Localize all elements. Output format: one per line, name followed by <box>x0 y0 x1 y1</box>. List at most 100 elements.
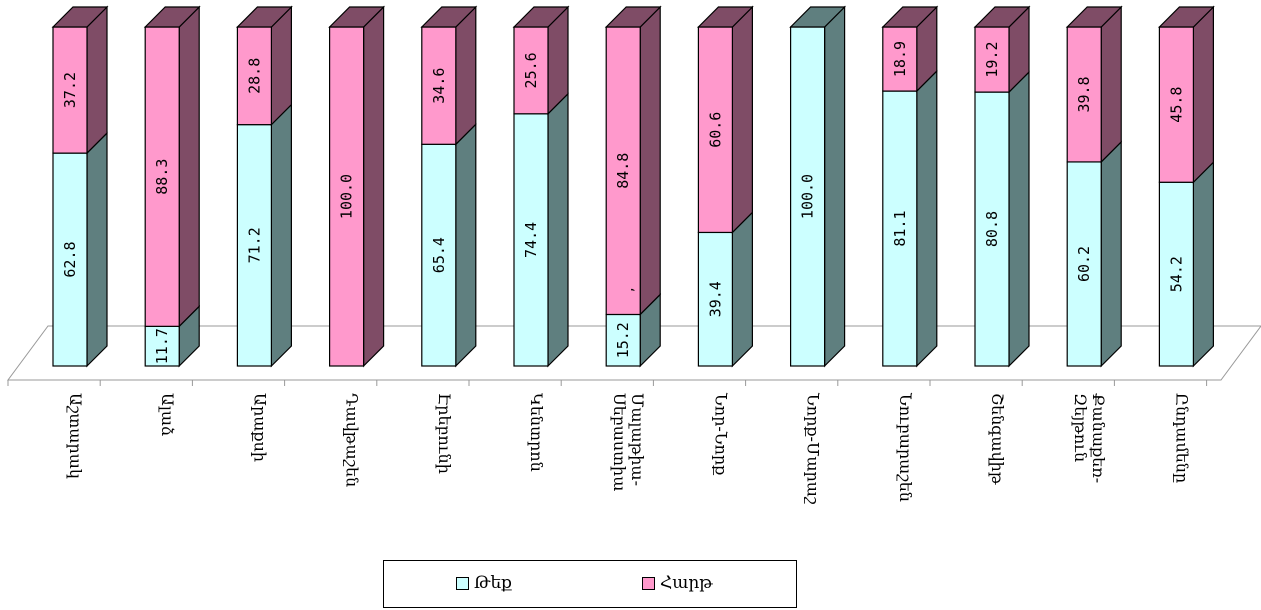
legend-item-series-1: Թեք <box>456 573 512 593</box>
legend-swatch-series-1 <box>456 576 469 590</box>
data-label: 60.2 <box>1075 246 1093 282</box>
stacked-bar-chart: 62.8 37.2 Աշտարակ 11.7 88.3 Ալաձ 71.2 28.8 Արաքս… <box>7 5 1261 504</box>
bar-segment-hart <box>1065 5 1123 164</box>
legend-label-series-1: Թեք <box>474 573 512 593</box>
bar-side-face <box>916 69 938 368</box>
bar-top-face <box>1157 6 1215 28</box>
bar-side-face <box>455 5 477 146</box>
bar-segment-hart <box>973 5 1031 94</box>
legend-swatch-series-2 <box>642 576 655 590</box>
x-tick-label: Աշտարակ <box>66 393 85 479</box>
bar-segment-hart <box>512 5 570 116</box>
data-label: 62.8 <box>61 241 79 277</box>
data-label: 25.6 <box>522 52 540 88</box>
data-label: 19.2 <box>983 41 1001 77</box>
bar-segment-hart <box>143 5 201 328</box>
bar-segment-tek <box>236 103 292 368</box>
bar-front-face <box>421 26 457 145</box>
chart-legend: Թեք Հարթ <box>383 560 797 608</box>
bar-front-face <box>974 91 1010 367</box>
data-label: 28.8 <box>245 58 263 94</box>
bar-segment-tek <box>144 304 200 368</box>
data-label: 65.4 <box>430 237 448 273</box>
bar-side-face <box>731 210 754 368</box>
bar-top-face <box>235 6 293 28</box>
data-label: 45.8 <box>1167 87 1185 123</box>
x-tick-label: Քանաքեռ-Զեյթուն <box>1071 393 1108 483</box>
bar-front-face <box>52 26 88 154</box>
bar-segment-hart <box>328 5 386 368</box>
bar-segment-tek <box>421 122 477 368</box>
bar-front-face <box>1066 161 1102 367</box>
bar-segment-hart <box>881 5 939 93</box>
data-label: 100.0 <box>338 174 356 219</box>
bar-front-face <box>1158 26 1195 183</box>
data-label: 54.2 <box>1167 256 1185 292</box>
x-tick-label: Դավթաշեն <box>343 393 362 487</box>
chart-floor <box>7 325 1261 381</box>
data-label: 18.9 <box>891 41 909 77</box>
bar-segment-tek <box>1066 140 1122 368</box>
bar-segment-hart <box>420 5 478 146</box>
bar-front-face <box>882 90 918 367</box>
bar-side-face <box>86 131 108 368</box>
bar-side-face <box>639 5 661 316</box>
bar-top-face <box>51 6 109 28</box>
data-label: 80.8 <box>983 211 1001 247</box>
bar-top-face <box>420 6 478 28</box>
legend-item-series-2: Հարթ <box>642 573 713 593</box>
bar-side-face <box>270 103 292 368</box>
data-label: 39.4 <box>706 281 724 317</box>
data-label: 15.2 <box>614 322 632 358</box>
bar-front-face <box>329 26 365 367</box>
bar-segment-hart <box>235 5 293 127</box>
bar-segment-tek <box>789 5 847 368</box>
x-tick-label: Էրեբունի <box>435 393 454 474</box>
bar-top-face <box>328 6 386 28</box>
bar-side-face <box>547 92 569 368</box>
bar-segment-hart <box>604 5 662 316</box>
data-label: 88.3 <box>153 159 171 195</box>
x-tick-label: Մալաթիա-Սեբաստիա <box>610 393 647 491</box>
bar-side-face <box>1192 5 1215 184</box>
bar-front-face <box>144 26 180 327</box>
bar-segment-tek <box>882 69 938 368</box>
bar-front-face <box>697 231 734 367</box>
bar-side-face <box>1100 140 1122 368</box>
data-label: 11.7 <box>153 328 171 364</box>
data-label: 34.6 <box>430 68 448 104</box>
bar-segment-tek <box>697 210 754 368</box>
data-label: 39.8 <box>1075 76 1093 112</box>
x-tick-label: Արաքսի <box>250 393 269 462</box>
bar-front-face <box>1158 181 1195 367</box>
bar-front-face <box>421 143 457 367</box>
bar-segment-tek <box>974 70 1030 368</box>
bar-top-face <box>604 6 662 28</box>
legend-label-series-2: Հարթ <box>660 573 713 593</box>
bar-top-face <box>881 6 939 28</box>
data-label: 81.1 <box>891 210 909 246</box>
bar-side-face <box>1192 160 1215 368</box>
x-tick-label: Ալաձ <box>158 393 177 436</box>
bar-top-face <box>1065 6 1123 28</box>
data-label: 71.2 <box>245 227 263 263</box>
x-tick-label: Ընդամենը <box>1172 393 1191 483</box>
bar-front-face <box>52 152 88 367</box>
bar-top-face <box>143 6 201 28</box>
bar-segment-tek <box>1158 160 1215 368</box>
bar-segment-tek <box>605 293 661 368</box>
bar-side-face <box>455 122 477 368</box>
bar-segment-hart <box>51 5 109 155</box>
bar-top-face <box>973 6 1031 28</box>
bar-side-face <box>823 5 846 368</box>
bar-side-face <box>1008 70 1030 368</box>
bar-segment-tek <box>52 131 108 368</box>
data-label: 74.4 <box>522 222 540 258</box>
stray-mark: , <box>621 288 637 292</box>
bar-side-face <box>86 5 108 155</box>
x-tick-label: Կենտրոն <box>527 393 546 472</box>
x-tick-label: Նորք-Մարաշ <box>804 392 823 504</box>
data-label: 84.8 <box>614 153 632 189</box>
bar-segment-tek <box>513 92 569 368</box>
bar-side-face <box>1100 5 1122 164</box>
